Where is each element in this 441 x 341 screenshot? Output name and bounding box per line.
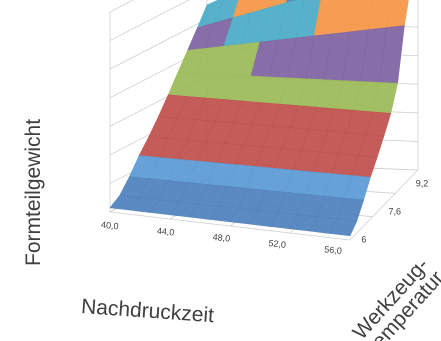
x-tick-label: 52,0 bbox=[268, 238, 286, 250]
left-wall-gridline bbox=[109, 0, 190, 41]
surface-cell bbox=[285, 0, 298, 4]
y-axis-title: Formteilgewicht bbox=[22, 118, 45, 266]
surface-cell bbox=[385, 0, 409, 29]
x-axis-ticks: 40,0 44,0 48,0 52,0 56,0 bbox=[101, 220, 343, 256]
x-tick-label: 40,0 bbox=[101, 220, 119, 232]
left-wall-gridline bbox=[109, 18, 208, 70]
depth-axis-ticks: 6 7,6 9,2 bbox=[361, 179, 428, 245]
left-wall-gridline bbox=[109, 0, 135, 13]
floor-gridline bbox=[349, 169, 419, 241]
surface-plot bbox=[109, 0, 409, 237]
surface-cell bbox=[329, 218, 358, 237]
floor-gridline bbox=[109, 211, 351, 241]
depth-tick-label: 6 bbox=[361, 235, 366, 245]
x-tick-label: 56,0 bbox=[324, 244, 342, 256]
depth-tick-label: 7,6 bbox=[389, 207, 402, 217]
depth-tick-label: 9,2 bbox=[416, 179, 429, 189]
x-tick-label: 48,0 bbox=[212, 232, 230, 244]
x-tick-label: 44,0 bbox=[156, 226, 174, 238]
